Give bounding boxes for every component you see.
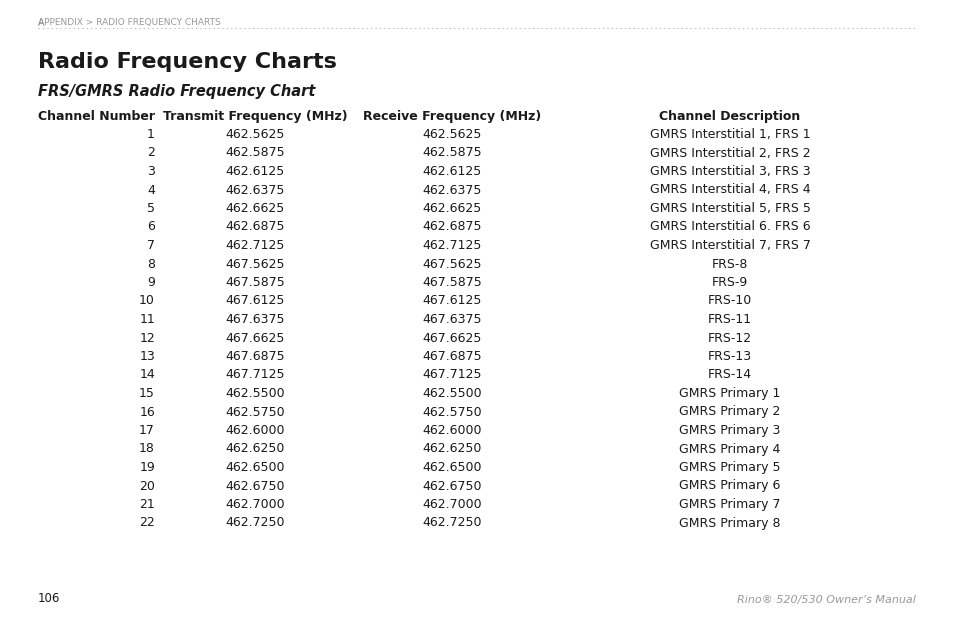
- Text: GMRS Primary 7: GMRS Primary 7: [679, 498, 780, 511]
- Text: 467.5625: 467.5625: [225, 258, 284, 271]
- Text: 467.6125: 467.6125: [225, 294, 284, 307]
- Text: 15: 15: [139, 387, 154, 400]
- Text: 462.6250: 462.6250: [422, 443, 481, 455]
- Text: 462.5750: 462.5750: [225, 406, 285, 419]
- Text: GMRS Interstitial 6. FRS 6: GMRS Interstitial 6. FRS 6: [649, 220, 809, 233]
- Text: 462.6250: 462.6250: [225, 443, 284, 455]
- Text: GMRS Interstitial 7, FRS 7: GMRS Interstitial 7, FRS 7: [649, 239, 810, 252]
- Text: FRS-9: FRS-9: [711, 276, 747, 289]
- Text: Rino® 520/530 Owner’s Manual: Rino® 520/530 Owner’s Manual: [737, 595, 915, 605]
- Text: 462.5500: 462.5500: [225, 387, 285, 400]
- Text: FRS-8: FRS-8: [711, 258, 747, 271]
- Text: 467.6375: 467.6375: [422, 313, 481, 326]
- Text: 462.6500: 462.6500: [225, 461, 284, 474]
- Text: 462.6750: 462.6750: [225, 479, 284, 492]
- Text: 19: 19: [139, 461, 154, 474]
- Text: 462.6375: 462.6375: [225, 183, 284, 196]
- Text: 467.7125: 467.7125: [225, 368, 284, 381]
- Text: 462.7000: 462.7000: [422, 498, 481, 511]
- Text: 462.6875: 462.6875: [422, 220, 481, 233]
- Text: A: A: [38, 18, 45, 28]
- Text: GMRS Primary 8: GMRS Primary 8: [679, 517, 780, 530]
- Text: Transmit Frequency (MHz): Transmit Frequency (MHz): [163, 110, 347, 123]
- Text: 2: 2: [147, 147, 154, 160]
- Text: 16: 16: [139, 406, 154, 419]
- Text: 462.5875: 462.5875: [225, 147, 285, 160]
- Text: 462.7125: 462.7125: [225, 239, 284, 252]
- Text: Receive Frequency (MHz): Receive Frequency (MHz): [362, 110, 540, 123]
- Text: FRS-10: FRS-10: [707, 294, 751, 307]
- Text: FRS-12: FRS-12: [707, 332, 751, 345]
- Text: 462.5500: 462.5500: [422, 387, 481, 400]
- Text: 18: 18: [139, 443, 154, 455]
- Text: 467.5625: 467.5625: [422, 258, 481, 271]
- Text: 20: 20: [139, 479, 154, 492]
- Text: 14: 14: [139, 368, 154, 381]
- Text: GMRS Interstitial 5, FRS 5: GMRS Interstitial 5, FRS 5: [649, 202, 810, 215]
- Text: 462.6500: 462.6500: [422, 461, 481, 474]
- Text: 467.6625: 467.6625: [225, 332, 284, 345]
- Text: GMRS Primary 2: GMRS Primary 2: [679, 406, 780, 419]
- Text: GMRS Primary 1: GMRS Primary 1: [679, 387, 780, 400]
- Text: 21: 21: [139, 498, 154, 511]
- Text: FRS-11: FRS-11: [707, 313, 751, 326]
- Text: 467.7125: 467.7125: [422, 368, 481, 381]
- Text: 462.6625: 462.6625: [422, 202, 481, 215]
- Text: 12: 12: [139, 332, 154, 345]
- Text: 462.6000: 462.6000: [422, 424, 481, 437]
- Text: 10: 10: [139, 294, 154, 307]
- Text: 106: 106: [38, 592, 60, 605]
- Text: 8: 8: [147, 258, 154, 271]
- Text: 462.6125: 462.6125: [225, 165, 284, 178]
- Text: 462.6875: 462.6875: [225, 220, 284, 233]
- Text: 462.6375: 462.6375: [422, 183, 481, 196]
- Text: Channel Number: Channel Number: [38, 110, 154, 123]
- Text: 462.5875: 462.5875: [422, 147, 481, 160]
- Text: GMRS Primary 6: GMRS Primary 6: [679, 479, 780, 492]
- Text: 467.6125: 467.6125: [422, 294, 481, 307]
- Text: GMRS Interstitial 4, FRS 4: GMRS Interstitial 4, FRS 4: [649, 183, 809, 196]
- Text: GMRS Interstitial 3, FRS 3: GMRS Interstitial 3, FRS 3: [649, 165, 809, 178]
- Text: 462.6125: 462.6125: [422, 165, 481, 178]
- Text: 6: 6: [147, 220, 154, 233]
- Text: GMRS Interstitial 1, FRS 1: GMRS Interstitial 1, FRS 1: [649, 128, 809, 141]
- Text: 462.6000: 462.6000: [225, 424, 284, 437]
- Text: 3: 3: [147, 165, 154, 178]
- Text: 7: 7: [147, 239, 154, 252]
- Text: Channel Description: Channel Description: [659, 110, 800, 123]
- Text: 462.5625: 462.5625: [225, 128, 284, 141]
- Text: 462.6625: 462.6625: [225, 202, 284, 215]
- Text: 467.5875: 467.5875: [225, 276, 285, 289]
- Text: 4: 4: [147, 183, 154, 196]
- Text: 462.7125: 462.7125: [422, 239, 481, 252]
- Text: FRS/GMRS Radio Frequency Chart: FRS/GMRS Radio Frequency Chart: [38, 84, 315, 99]
- Text: GMRS Primary 4: GMRS Primary 4: [679, 443, 780, 455]
- Text: 462.7000: 462.7000: [225, 498, 285, 511]
- Text: 462.7250: 462.7250: [225, 517, 284, 530]
- Text: 462.7250: 462.7250: [422, 517, 481, 530]
- Text: 467.6875: 467.6875: [225, 350, 285, 363]
- Text: GMRS Primary 3: GMRS Primary 3: [679, 424, 780, 437]
- Text: 467.6625: 467.6625: [422, 332, 481, 345]
- Text: 13: 13: [139, 350, 154, 363]
- Text: 5: 5: [147, 202, 154, 215]
- Text: 1: 1: [147, 128, 154, 141]
- Text: FRS-14: FRS-14: [707, 368, 751, 381]
- Text: 17: 17: [139, 424, 154, 437]
- Text: 467.6375: 467.6375: [225, 313, 284, 326]
- Text: 462.6750: 462.6750: [422, 479, 481, 492]
- Text: Radio Frequency Charts: Radio Frequency Charts: [38, 52, 336, 72]
- Text: 462.5750: 462.5750: [422, 406, 481, 419]
- Text: 22: 22: [139, 517, 154, 530]
- Text: 9: 9: [147, 276, 154, 289]
- Text: 467.5875: 467.5875: [421, 276, 481, 289]
- Text: FRS-13: FRS-13: [707, 350, 751, 363]
- Text: APPENDIX > RADIO FREQUENCY CHARTS: APPENDIX > RADIO FREQUENCY CHARTS: [38, 18, 220, 27]
- Text: 11: 11: [139, 313, 154, 326]
- Text: GMRS Interstitial 2, FRS 2: GMRS Interstitial 2, FRS 2: [649, 147, 809, 160]
- Text: GMRS Primary 5: GMRS Primary 5: [679, 461, 780, 474]
- Text: 467.6875: 467.6875: [422, 350, 481, 363]
- Text: 462.5625: 462.5625: [422, 128, 481, 141]
